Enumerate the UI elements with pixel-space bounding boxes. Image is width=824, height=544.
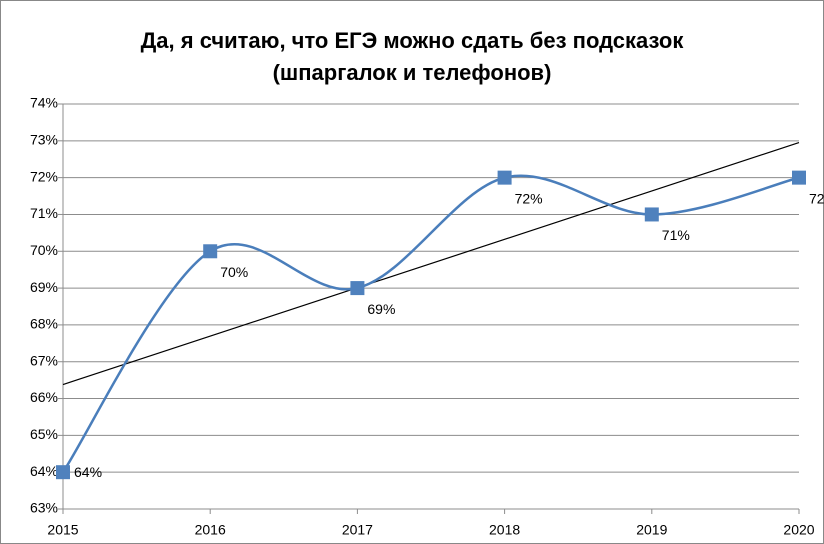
- marker: [350, 281, 365, 296]
- chart-title: (шпаргалок и телефонов): [273, 60, 552, 85]
- y-tick-label: 63%: [30, 500, 58, 516]
- marker: [56, 465, 70, 480]
- y-tick-label: 66%: [30, 389, 58, 405]
- y-tick-label: 67%: [30, 352, 58, 368]
- x-tick-label: 2018: [489, 522, 520, 538]
- y-tick-label: 74%: [30, 95, 58, 111]
- y-tick-label: 69%: [30, 279, 58, 295]
- data-label: 72%: [809, 190, 824, 206]
- x-tick-label: 2016: [195, 522, 226, 538]
- trendline: [62, 142, 800, 386]
- marker: [497, 170, 512, 185]
- data-label: 70%: [220, 264, 248, 280]
- y-tick-label: 70%: [30, 242, 58, 258]
- x-tick-label: 2019: [636, 522, 667, 538]
- data-label: 69%: [367, 301, 395, 317]
- marker: [203, 244, 218, 259]
- y-tick-label: 64%: [30, 463, 58, 479]
- data-label: 64%: [74, 464, 102, 480]
- x-tick-label: 2015: [47, 522, 78, 538]
- y-tick-label: 71%: [30, 205, 58, 221]
- x-tick-label: 2020: [783, 522, 814, 538]
- data-label: 71%: [662, 227, 690, 243]
- marker: [644, 207, 659, 222]
- chart-title: Да, я считаю, что ЕГЭ можно сдать без по…: [141, 28, 685, 53]
- data-label: 72%: [515, 190, 543, 206]
- y-tick-label: 72%: [30, 168, 58, 184]
- y-tick-label: 73%: [30, 132, 58, 148]
- y-tick-label: 65%: [30, 426, 58, 442]
- y-tick-label: 68%: [30, 316, 58, 332]
- x-tick-label: 2017: [342, 522, 373, 538]
- marker: [792, 170, 806, 185]
